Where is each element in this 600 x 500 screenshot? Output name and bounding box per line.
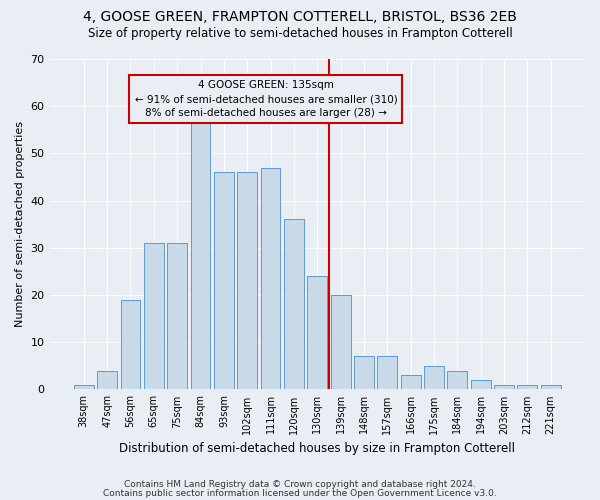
Text: 4 GOOSE GREEN: 135sqm
← 91% of semi-detached houses are smaller (310)
8% of semi: 4 GOOSE GREEN: 135sqm ← 91% of semi-deta… (134, 80, 397, 118)
Bar (284, 220, 304, 390)
Bar (471, 380, 491, 390)
Text: 4, GOOSE GREEN, FRAMPTON COTTERELL, BRISTOL, BS36 2EB: 4, GOOSE GREEN, FRAMPTON COTTERELL, BRIS… (83, 10, 517, 24)
Bar (517, 384, 538, 390)
Bar (97, 370, 117, 390)
Bar (214, 172, 234, 390)
Bar (448, 370, 467, 390)
Bar (541, 384, 560, 390)
Bar (74, 384, 94, 390)
Bar (121, 300, 140, 390)
Bar (191, 116, 211, 390)
Bar (260, 168, 280, 390)
Bar (238, 172, 257, 390)
Text: Contains HM Land Registry data © Crown copyright and database right 2024.: Contains HM Land Registry data © Crown c… (124, 480, 476, 489)
Text: Contains public sector information licensed under the Open Government Licence v3: Contains public sector information licen… (103, 490, 497, 498)
Bar (307, 276, 327, 390)
Bar (377, 356, 397, 390)
Bar (401, 376, 421, 390)
Y-axis label: Number of semi-detached properties: Number of semi-detached properties (15, 121, 25, 327)
X-axis label: Distribution of semi-detached houses by size in Frampton Cotterell: Distribution of semi-detached houses by … (119, 442, 515, 455)
Bar (494, 384, 514, 390)
Bar (354, 356, 374, 390)
Bar (144, 243, 164, 390)
Bar (167, 243, 187, 390)
Text: Size of property relative to semi-detached houses in Frampton Cotterell: Size of property relative to semi-detach… (88, 28, 512, 40)
Bar (424, 366, 444, 390)
Bar (331, 295, 350, 390)
